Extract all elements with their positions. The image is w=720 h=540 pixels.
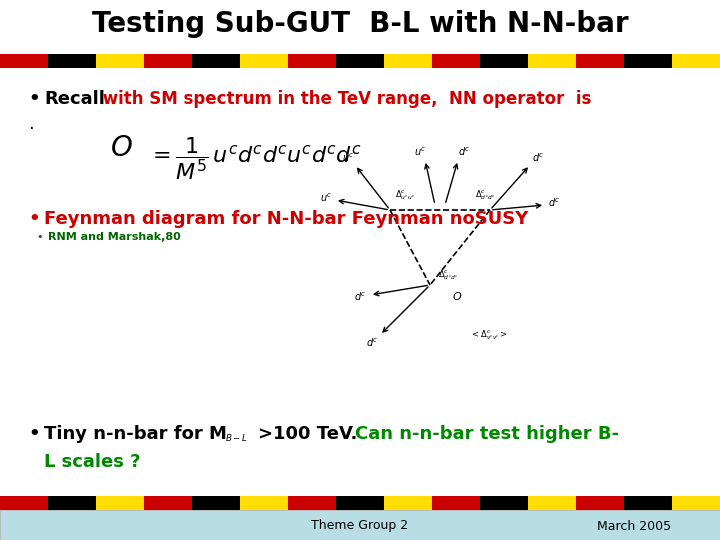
Bar — [432, 496, 456, 510]
Bar — [144, 54, 168, 68]
Bar — [696, 54, 720, 68]
Bar — [336, 54, 360, 68]
Bar — [336, 496, 360, 510]
Bar — [240, 496, 264, 510]
Text: Tiny n-n-bar for M: Tiny n-n-bar for M — [44, 425, 227, 443]
Bar — [120, 496, 144, 510]
Text: $<\Delta^c_{\nu^c\nu^c}>$: $<\Delta^c_{\nu^c\nu^c}>$ — [470, 328, 508, 341]
Bar — [216, 54, 240, 68]
Bar — [456, 54, 480, 68]
Bar — [168, 496, 192, 510]
Bar — [648, 54, 672, 68]
Text: $d^c$: $d^c$ — [548, 197, 560, 209]
Bar — [264, 496, 288, 510]
Bar — [696, 496, 720, 510]
Bar — [456, 496, 480, 510]
Text: $d^c$: $d^c$ — [366, 337, 378, 349]
Bar — [648, 496, 672, 510]
Bar — [384, 54, 408, 68]
Bar — [408, 496, 432, 510]
Bar — [264, 54, 288, 68]
Bar — [312, 496, 336, 510]
Bar — [216, 496, 240, 510]
Bar — [0, 496, 24, 510]
Bar — [600, 496, 624, 510]
Bar — [672, 54, 696, 68]
Text: ·: · — [28, 120, 34, 138]
Bar — [576, 54, 600, 68]
Bar — [96, 54, 120, 68]
Bar — [480, 496, 504, 510]
Text: $\Delta^c_{d^cd^c}$: $\Delta^c_{d^cd^c}$ — [474, 189, 495, 202]
Bar — [72, 54, 96, 68]
Text: Can n-n-bar test higher B-: Can n-n-bar test higher B- — [355, 425, 619, 443]
Text: Theme Group 2: Theme Group 2 — [312, 519, 408, 532]
Bar — [0, 54, 24, 68]
Text: $O$: $O$ — [110, 135, 132, 162]
Text: •: • — [28, 90, 40, 108]
Text: •: • — [28, 425, 40, 443]
Text: $\Delta^c_{u^cu^c}$: $\Delta^c_{u^cu^c}$ — [395, 189, 415, 202]
Text: $d^c$: $d^c$ — [354, 291, 366, 303]
Bar — [624, 54, 648, 68]
Bar — [288, 496, 312, 510]
Bar — [168, 54, 192, 68]
Bar — [408, 54, 432, 68]
Text: $_{B-L}$: $_{B-L}$ — [225, 431, 248, 444]
Bar — [24, 54, 48, 68]
Bar — [600, 54, 624, 68]
Bar — [360, 496, 384, 510]
Bar — [48, 54, 72, 68]
Text: March 2005: March 2005 — [597, 519, 670, 532]
Bar — [144, 496, 168, 510]
Text: L scales ?: L scales ? — [44, 453, 140, 471]
Bar — [528, 496, 552, 510]
Bar — [24, 496, 48, 510]
Bar — [672, 496, 696, 510]
Bar — [72, 496, 96, 510]
Bar — [312, 54, 336, 68]
Bar — [192, 54, 216, 68]
Text: Testing Sub-GUT  B-L with N-N-bar: Testing Sub-GUT B-L with N-N-bar — [91, 10, 629, 38]
Bar — [240, 54, 264, 68]
Bar — [624, 496, 648, 510]
Bar — [360, 54, 384, 68]
Bar — [552, 496, 576, 510]
Text: $u^c$: $u^c$ — [414, 146, 426, 158]
Bar — [192, 496, 216, 510]
Text: with SM spectrum in the TeV range,  NN operator  is: with SM spectrum in the TeV range, NN op… — [97, 90, 591, 108]
Text: >100 TeV.: >100 TeV. — [258, 425, 357, 443]
Bar — [552, 54, 576, 68]
Bar — [528, 54, 552, 68]
Text: $\Delta^c_{d^cd^c}$: $\Delta^c_{d^cd^c}$ — [438, 268, 459, 281]
Bar — [48, 496, 72, 510]
Text: •: • — [28, 210, 40, 228]
Text: $d^c$: $d^c$ — [531, 152, 544, 164]
Bar — [0, 510, 720, 540]
Text: $u^c$: $u^c$ — [320, 192, 332, 204]
Text: RNM and Marshak,80: RNM and Marshak,80 — [48, 232, 181, 242]
Bar — [480, 54, 504, 68]
Bar — [96, 496, 120, 510]
Text: •: • — [36, 232, 42, 242]
Bar — [504, 54, 528, 68]
Text: $= \dfrac{1}{M^5}\,u^c d^c d^c u^c d^c d^c$: $= \dfrac{1}{M^5}\,u^c d^c d^c u^c d^c d… — [148, 135, 362, 181]
Bar — [432, 54, 456, 68]
Text: $O$: $O$ — [452, 290, 462, 302]
Bar — [120, 54, 144, 68]
Text: $d^c$: $d^c$ — [458, 146, 470, 158]
Bar — [504, 496, 528, 510]
Bar — [576, 496, 600, 510]
Bar — [288, 54, 312, 68]
Text: $u^c$: $u^c$ — [342, 152, 354, 164]
Text: Feynman diagram for N-N-bar Feynman noSUSY: Feynman diagram for N-N-bar Feynman noSU… — [44, 210, 528, 228]
Text: Recall: Recall — [44, 90, 105, 108]
Bar — [384, 496, 408, 510]
